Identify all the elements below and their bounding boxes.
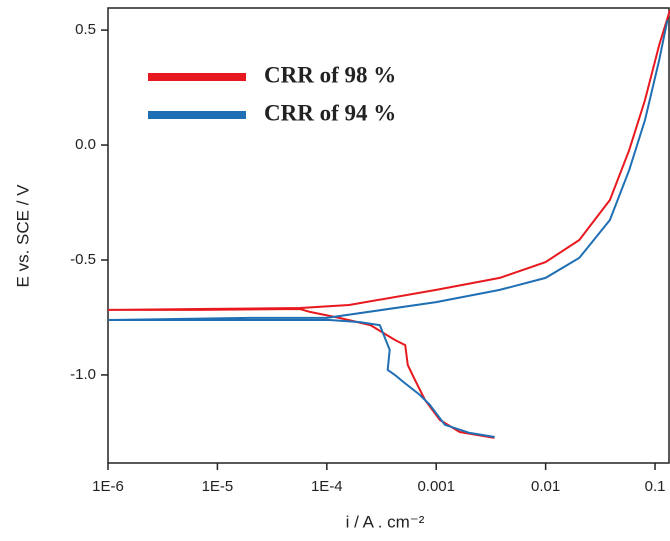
x-tick-label: 0.01 [531,478,560,495]
x-tick-label: 0.001 [417,478,455,495]
data-line [107,19,669,438]
x-axis-title: i / A . cm⁻² [346,512,425,531]
x-tick-label: 0.1 [645,478,666,495]
data-line [107,9,670,439]
legend-label: CRR of 94 % [264,100,396,125]
x-tick-label: 1E-5 [202,478,234,495]
x-tick-label: 1E-4 [311,478,343,495]
legend-label: CRR of 98 % [264,62,396,87]
y-axis-title: E vs. SCE / V [13,184,32,288]
y-tick-label: -0.5 [70,251,96,268]
y-tick-label: 0.5 [75,21,96,38]
plot-frame [107,7,670,464]
y-tick-label: -1.0 [70,366,96,383]
y-tick-label: 0.0 [75,136,96,153]
x-tick-label: 1E-6 [92,478,124,495]
